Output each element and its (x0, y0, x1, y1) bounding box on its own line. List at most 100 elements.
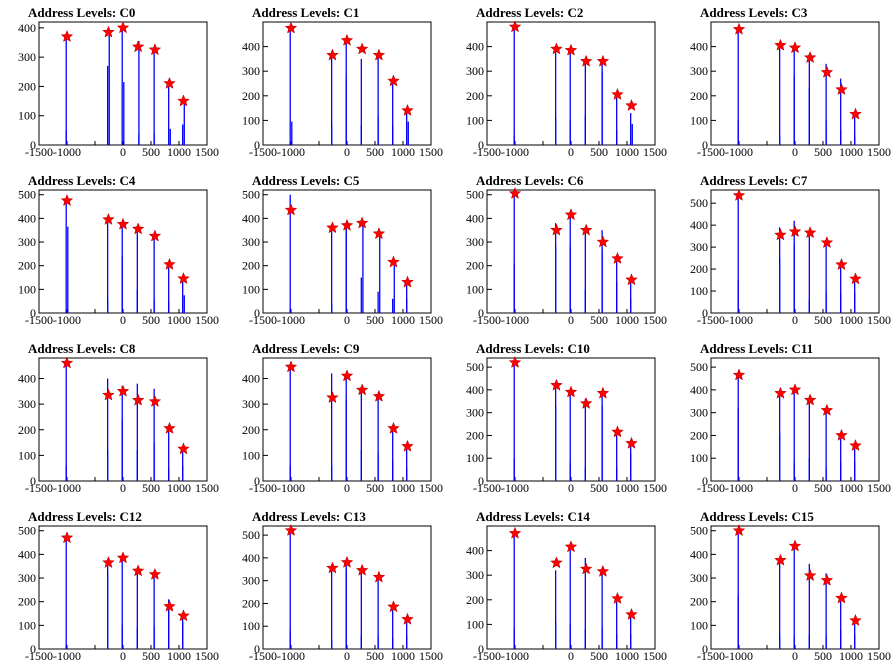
x-tick-label: 500 (590, 649, 608, 663)
y-tick-label: 300 (242, 235, 260, 249)
plot-frame (262, 525, 432, 650)
y-tick-label: 400 (242, 372, 260, 386)
y-tick-label: 100 (466, 282, 484, 296)
peak-marker (177, 272, 190, 285)
x-tick-label: -1500 (25, 145, 53, 159)
y-tick-label: 100 (242, 448, 260, 462)
chart-panel-6: 0 100 200 300 400 500 -1500 -1000 0 500 1000 1500 Ad… (448, 168, 672, 336)
plot-frame (710, 21, 880, 146)
y-tick-label: 0 (478, 642, 484, 656)
x-tick-label: 1500 (419, 649, 443, 663)
x-tick-label: 0 (568, 313, 574, 327)
y-tick-label: 0 (702, 138, 708, 152)
chart-title: Address Levels: C6 (476, 173, 584, 188)
y-tick-label: 200 (242, 423, 260, 437)
peak-marker (611, 251, 624, 265)
chart-svg-9: 0 100 200 300 400 -1500 -1000 0 500 1000 1500 (242, 357, 443, 495)
y-tick-label: 100 (690, 618, 708, 632)
peak-marker (788, 225, 802, 238)
x-tick-label: 1000 (839, 313, 863, 327)
peak-marker (849, 107, 862, 120)
y-tick-label: 400 (466, 40, 484, 54)
chart-svg-15: 0 100 200 300 400 500 -1500 -1000 0 500 1000 1500 (690, 524, 891, 663)
peak-marker (803, 50, 817, 64)
y-tick-label: 400 (466, 211, 484, 225)
peak-marker (564, 43, 578, 56)
plot-frame (38, 189, 208, 314)
x-tick-label: -1000 (501, 145, 529, 159)
peak-marker (732, 22, 746, 35)
chart-title: Address Levels: C0 (28, 5, 136, 20)
y-tick-label: 200 (18, 423, 36, 437)
x-tick-label: 1500 (643, 649, 667, 663)
y-tick-label: 300 (18, 235, 36, 249)
peak-marker (116, 551, 130, 564)
chart-panel-9: 0 100 200 300 400 -1500 -1000 0 500 1000 1500 Addre… (224, 336, 448, 504)
chart-svg-4: 0 100 200 300 400 500 -1500 -1000 0 500 1000 1500 (18, 188, 219, 327)
peak-marker (732, 368, 746, 381)
peak-marker (355, 42, 369, 55)
peak-marker (732, 188, 746, 201)
peak-marker (387, 255, 400, 268)
chart-svg-5: 0 100 200 300 400 500 -1500 -1000 0 500 1000 1500 (242, 188, 443, 327)
y-tick-label: 300 (690, 571, 708, 585)
peak-marker (550, 223, 563, 236)
peak-marker (564, 385, 578, 398)
y-tick-label: 0 (254, 138, 260, 152)
peak-marker (326, 391, 339, 404)
peak-marker (732, 524, 746, 537)
y-tick-label: 300 (18, 571, 36, 585)
y-tick-label: 200 (690, 595, 708, 609)
y-tick-label: 400 (242, 40, 260, 54)
x-tick-label: 1000 (391, 649, 415, 663)
y-tick-label: 500 (18, 188, 36, 202)
peak-marker (163, 599, 176, 612)
x-tick-label: 0 (568, 649, 574, 663)
chart-svg-13: 0 100 200 300 400 500 -1500 -1000 0 500 1000 1500 (242, 523, 443, 663)
y-tick-label: 200 (18, 595, 36, 609)
chart-svg-2: 0 100 200 300 400 -1500 -1000 0 500 1000 1500 (466, 20, 667, 159)
y-tick-label: 400 (18, 547, 36, 561)
x-tick-label: 500 (814, 649, 832, 663)
peak-marker (284, 21, 298, 34)
peak-marker (131, 222, 145, 235)
y-tick-label: 300 (242, 64, 260, 78)
peak-marker (611, 425, 624, 438)
peak-marker (849, 272, 862, 285)
peak-marker (102, 388, 115, 401)
y-tick-label: 0 (30, 474, 36, 488)
y-tick-label: 500 (242, 528, 260, 542)
y-tick-label: 300 (242, 397, 260, 411)
peak-marker (550, 378, 563, 391)
y-tick-label: 400 (466, 544, 484, 558)
chart-title: Address Levels: C9 (252, 341, 360, 356)
chart-panel-7: 0 100 200 300 400 500 -1500 -1000 0 500 1000 1500 Ad… (672, 168, 896, 336)
chart-panel-0: 0 100 200 300 400 -1500 -1000 0 500 1000 1500 Addre… (0, 0, 224, 168)
y-tick-label: 0 (478, 474, 484, 488)
y-tick-label: 0 (702, 474, 708, 488)
y-tick-label: 400 (690, 547, 708, 561)
peak-marker (579, 223, 593, 236)
peak-marker (355, 563, 369, 576)
peak-marker (596, 386, 610, 399)
x-tick-label: 1000 (391, 481, 415, 495)
x-tick-label: 1500 (195, 145, 219, 159)
y-tick-label: 100 (18, 282, 36, 296)
plot-frame (38, 357, 208, 482)
y-tick-label: 200 (18, 79, 36, 93)
x-tick-label: 1000 (839, 481, 863, 495)
x-tick-label: -1500 (25, 649, 53, 663)
x-tick-label: 1000 (167, 649, 191, 663)
x-tick-label: -1500 (25, 313, 53, 327)
peak-marker (163, 76, 176, 89)
y-tick-label: 300 (466, 406, 484, 420)
x-tick-label: -1500 (249, 649, 277, 663)
chart-title: Address Levels: C2 (476, 5, 584, 20)
chart-title: Address Levels: C3 (700, 5, 808, 20)
x-tick-label: 0 (120, 145, 126, 159)
x-tick-label: 0 (792, 481, 798, 495)
x-tick-label: 1000 (839, 649, 863, 663)
x-tick-label: -1500 (25, 481, 53, 495)
x-tick-label: 500 (142, 649, 160, 663)
